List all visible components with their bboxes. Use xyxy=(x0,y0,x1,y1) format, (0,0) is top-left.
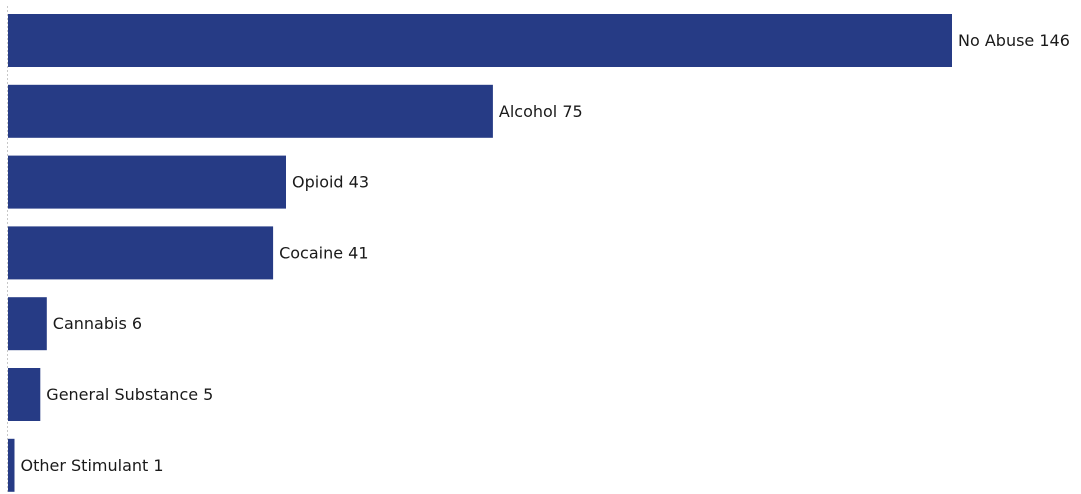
bars-group xyxy=(8,14,952,492)
bar-label-general-substance: General Substance 5 xyxy=(46,385,213,404)
data-labels-group: No Abuse 146 Alcohol 75 Opioid 43 Cocaine 4… xyxy=(21,31,1070,475)
bar-cocaine xyxy=(8,226,274,280)
bar-label-cocaine: Cocaine 41 xyxy=(279,243,368,262)
bar-label-no-abuse: No Abuse 146 xyxy=(958,31,1070,50)
bar-general-substance xyxy=(8,368,41,421)
bar-opioid xyxy=(8,155,286,209)
bar-other-stimulant xyxy=(8,438,15,492)
bar-no-abuse xyxy=(8,14,952,67)
bar-alcohol xyxy=(8,84,493,138)
bar-label-opioid: Opioid 43 xyxy=(292,173,369,192)
bar-label-cannabis: Cannabis 6 xyxy=(53,314,142,333)
bar-cannabis xyxy=(8,297,47,351)
bar-label-alcohol: Alcohol 75 xyxy=(499,102,583,121)
bar-label-other-stimulant: Other Stimulant 1 xyxy=(21,456,164,475)
